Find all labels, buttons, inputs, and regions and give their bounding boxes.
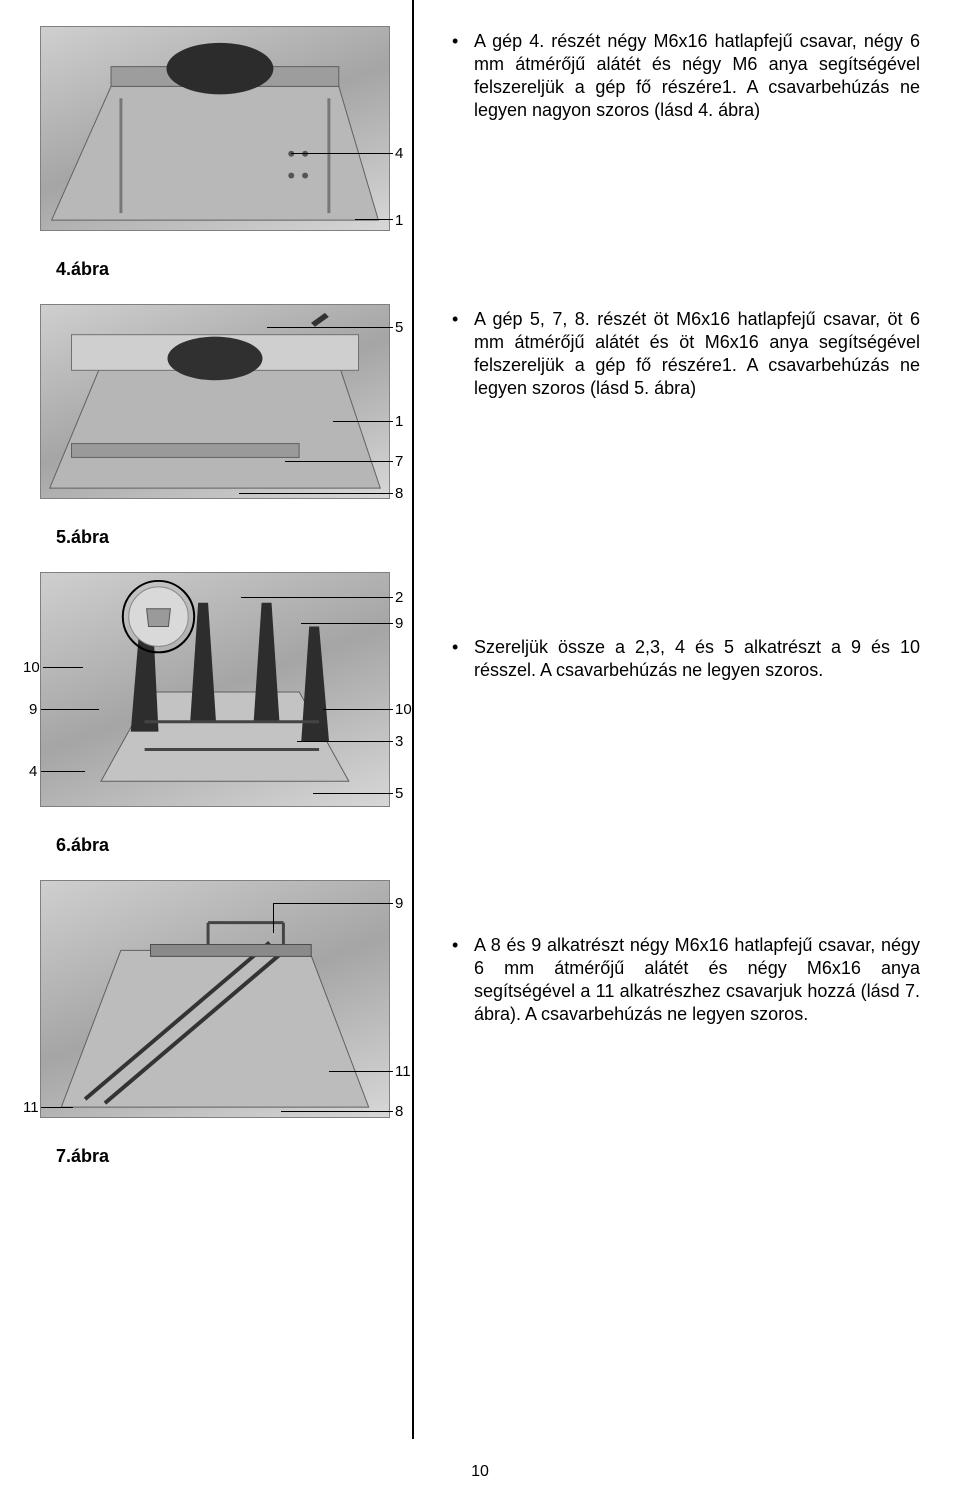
leader-line [241, 597, 393, 598]
leader-line [41, 1107, 73, 1108]
leader-line [313, 793, 393, 794]
leader-line [297, 741, 393, 742]
bullet-4: A gép 4. részét négy M6x16 hatlapfejű cs… [474, 30, 920, 122]
figure-7-sketch [41, 881, 389, 1117]
callout-label: 9 [29, 701, 37, 718]
callout-label: 4 [29, 763, 37, 780]
callout-label: 5 [395, 785, 403, 802]
leader-line [323, 709, 393, 710]
figure-7-container: 911811 [40, 874, 390, 1118]
vertical-divider [412, 0, 414, 1439]
section-6: 2910351094 Szereljük össze a 2,3, 4 és 5… [40, 566, 920, 807]
leader-line [329, 1071, 393, 1072]
leader-line [41, 709, 99, 710]
leader-line [355, 219, 393, 220]
callout-label: 10 [23, 659, 40, 676]
leader-line [239, 493, 393, 494]
callout-label: 10 [395, 701, 412, 718]
text-4: A gép 4. részét négy M6x16 hatlapfejű cs… [452, 20, 920, 122]
figure-7: 911811 [40, 880, 390, 1118]
leader-line [41, 771, 85, 772]
figure-4-sketch [41, 27, 389, 230]
callout-label: 4 [395, 145, 403, 162]
caption-5: 5.ábra [56, 527, 920, 548]
figure-6-container: 2910351094 [40, 566, 390, 807]
section-4: 41 A gép 4. részét négy M6x16 hatlapfejű… [40, 20, 920, 231]
callout-label: 8 [395, 1103, 403, 1120]
callout-label: 2 [395, 589, 403, 606]
bullet-6: Szereljük össze a 2,3, 4 és 5 alkatrészt… [474, 636, 920, 682]
callout-label: 8 [395, 485, 403, 502]
leader-line [43, 667, 83, 668]
caption-6: 6.ábra [56, 835, 920, 856]
callout-label: 11 [395, 1063, 411, 1080]
figure-4: 41 [40, 26, 390, 231]
section-5: 5178 A gép 5, 7, 8. részét öt M6x16 hatl… [40, 298, 920, 499]
text-5: A gép 5, 7, 8. részét öt M6x16 hatlapfej… [452, 298, 920, 400]
bullet-5: A gép 5, 7, 8. részét öt M6x16 hatlapfej… [474, 308, 920, 400]
leader-line [333, 421, 393, 422]
callout-label: 7 [395, 453, 403, 470]
callout-label: 9 [395, 615, 403, 632]
figure-4-container: 41 [40, 20, 390, 231]
callout-label: 11 [23, 1099, 39, 1116]
figure-5: 5178 [40, 304, 390, 499]
text-7: A 8 és 9 alkatrészt négy M6x16 hatlapfej… [452, 874, 920, 1026]
figure-6: 2910351094 [40, 572, 390, 807]
caption-7: 7.ábra [56, 1146, 920, 1167]
leader-line [291, 153, 393, 154]
text-6: Szereljük össze a 2,3, 4 és 5 alkatrészt… [452, 566, 920, 682]
figure-6-sketch [41, 573, 389, 806]
callout-label: 1 [395, 212, 403, 229]
figure-5-sketch [41, 305, 389, 498]
section-7: 911811 A 8 és 9 alkatrészt négy M6x16 ha… [40, 874, 920, 1118]
caption-4: 4.ábra [56, 259, 920, 280]
leader-line [267, 327, 393, 328]
bullet-7: A 8 és 9 alkatrészt négy M6x16 hatlapfej… [474, 934, 920, 1026]
leader-line [281, 1111, 393, 1112]
callout-label: 9 [395, 895, 403, 912]
leader-line [273, 903, 274, 933]
callout-label: 3 [395, 733, 403, 750]
callout-label: 1 [395, 413, 403, 430]
leader-line [273, 903, 393, 904]
page-number: 10 [0, 1463, 960, 1481]
figure-5-container: 5178 [40, 298, 390, 499]
leader-line [285, 461, 393, 462]
leader-line [301, 623, 393, 624]
callout-label: 5 [395, 319, 403, 336]
